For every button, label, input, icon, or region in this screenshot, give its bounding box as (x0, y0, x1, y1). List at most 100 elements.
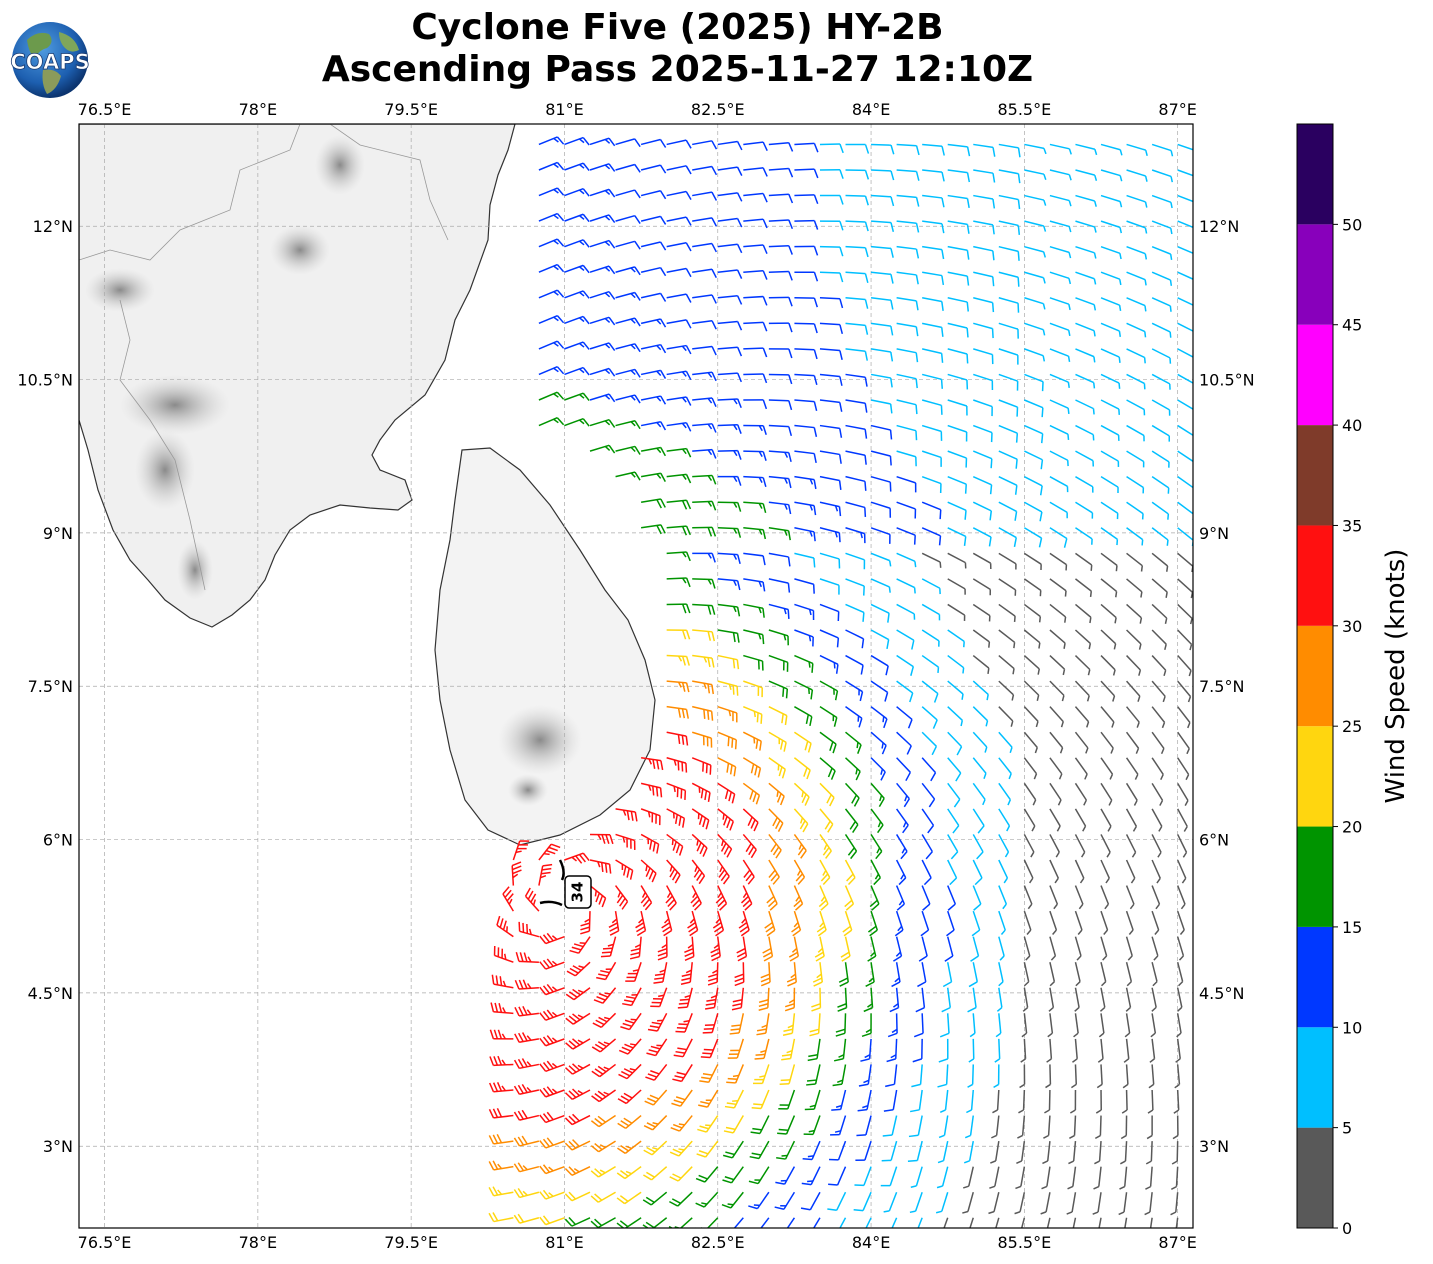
wind-barb (870, 680, 889, 702)
wind-barb (844, 834, 858, 860)
colorbar-bin (1297, 324, 1333, 426)
wind-barb (819, 194, 844, 205)
wind-barb (921, 757, 937, 782)
wind-barb (717, 398, 742, 409)
lat-tick-label-right: 3°N (1199, 1137, 1229, 1156)
wind-barb (819, 501, 842, 517)
wind-barb (971, 910, 981, 937)
wind-barb (1171, 1141, 1179, 1165)
wind-barb (766, 885, 778, 911)
wind-barb (616, 1166, 642, 1180)
wind-barb (920, 910, 930, 937)
wind-barb (922, 271, 945, 286)
wind-barb (592, 1012, 617, 1029)
wind-barb (998, 220, 1021, 235)
wind-barb (972, 475, 993, 495)
wind-barb (1023, 962, 1030, 987)
wind-barb (853, 1191, 872, 1212)
wind-barb (717, 449, 742, 460)
wind-barb (845, 450, 867, 465)
wind-barb (564, 315, 590, 325)
wind-barb (1074, 834, 1086, 858)
wind-barb (794, 399, 818, 411)
wind-barb (590, 1191, 616, 1203)
wind-barb (1074, 629, 1092, 650)
wind-barb (921, 603, 941, 621)
wind-barb (704, 987, 719, 1010)
wind-barb (819, 654, 839, 674)
wind-barb (887, 1013, 898, 1038)
wind-barb (793, 731, 812, 753)
wind-barb (1075, 194, 1097, 207)
wind-barb (1023, 603, 1042, 623)
wind-barb (692, 603, 716, 615)
wind-barb (1075, 297, 1097, 311)
wind-barb (669, 1166, 693, 1182)
wind-barb (1177, 373, 1193, 384)
wind-barb (871, 194, 895, 207)
wind-barb (615, 189, 641, 199)
wind-barb (646, 1038, 668, 1057)
wind-barb (692, 680, 715, 695)
wind-barb (1094, 1141, 1102, 1165)
wind-barb (1100, 910, 1109, 935)
colorbar-tick-label: 30 (1342, 617, 1362, 636)
wind-barb (673, 1038, 693, 1058)
wind-barb (1100, 194, 1123, 208)
wind-barb (845, 501, 867, 517)
wind-barb (511, 861, 522, 886)
wind-barb (491, 974, 514, 989)
wind-barb (988, 1192, 1000, 1215)
wind-barb (794, 578, 815, 594)
wind-barb (768, 705, 788, 726)
wind-barb (717, 243, 743, 254)
wind-barb (896, 552, 917, 568)
wind-barb (994, 1038, 1001, 1063)
axis-tick-labels: 76.5°E 76.5°E 78°E 78°E 79.5°E 79.5°E 81°E 81°E… (17, 100, 1254, 1252)
wind-barb (947, 450, 968, 468)
wind-barb (857, 1089, 872, 1112)
wind-barb (794, 245, 819, 256)
wind-barb (698, 1089, 719, 1108)
wind-barb (1126, 322, 1147, 338)
wind-barb (1151, 680, 1166, 703)
wind-barb (946, 910, 955, 937)
lon-tick-label-top: 87°E (1158, 100, 1196, 119)
wind-barb (972, 578, 992, 596)
wind-barb (998, 194, 1021, 210)
wind-barb (640, 782, 663, 798)
wind-barb (692, 191, 718, 201)
wind-barb (794, 142, 819, 153)
wind-barb (1049, 936, 1057, 961)
wind-barb (812, 962, 823, 987)
wind-barb (962, 1166, 974, 1189)
wind-barb (695, 1166, 719, 1183)
wind-barb (1074, 808, 1087, 832)
wind-barb (896, 475, 917, 493)
wind-barb (870, 706, 888, 729)
wind-barb (921, 578, 941, 595)
wind-barb (973, 373, 994, 391)
wind-barb (1049, 629, 1066, 649)
wind-barb (865, 962, 875, 987)
wind-barb (1122, 1064, 1129, 1089)
wind-barb (538, 843, 561, 861)
wind-barb (819, 271, 844, 283)
wind-barb (793, 885, 804, 911)
wind-barb (1049, 859, 1060, 884)
wind-barb (969, 1217, 974, 1228)
wind-barb (1177, 808, 1188, 832)
wind-barb (947, 399, 968, 416)
wind-barb (1100, 808, 1112, 832)
wind-barb (538, 365, 565, 376)
wind-barb (1174, 1064, 1181, 1089)
wind-barb (692, 294, 717, 304)
wind-barb (845, 143, 870, 154)
wind-barb (1148, 1064, 1155, 1089)
wind-barb (538, 391, 565, 401)
wind-barb (917, 962, 927, 988)
wind-barb (1151, 271, 1173, 286)
wind-barb (858, 1064, 872, 1087)
wind-barb (717, 680, 739, 696)
wind-barb (565, 1063, 591, 1075)
